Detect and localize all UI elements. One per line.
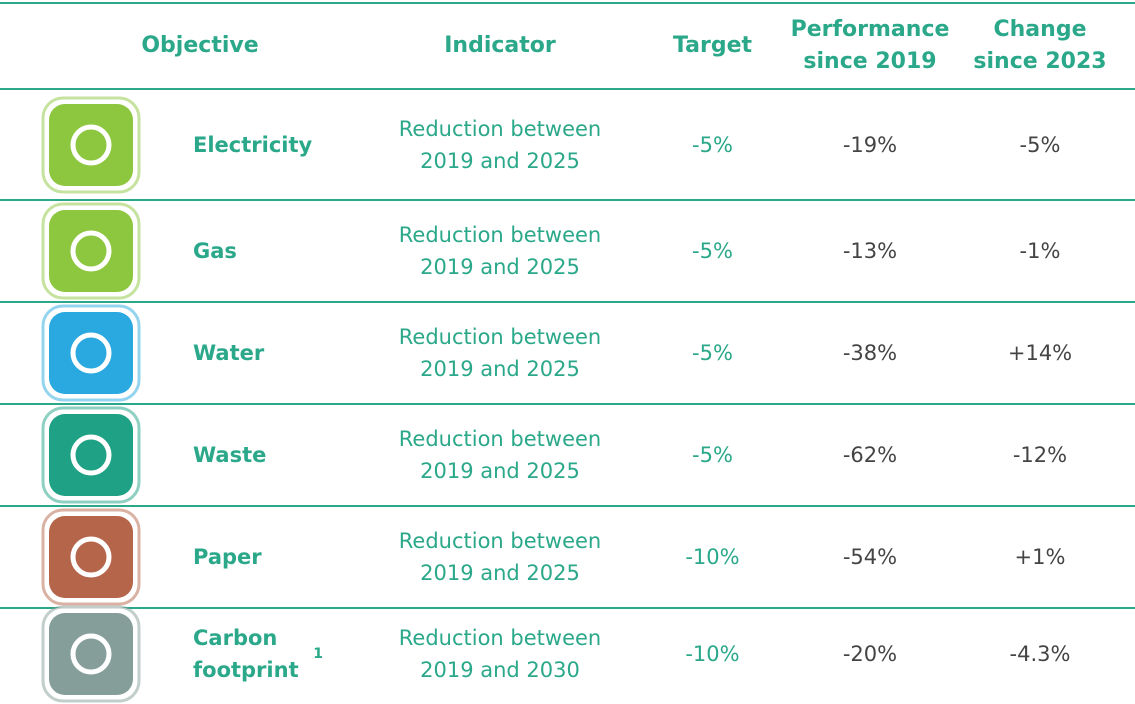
change: +14% (1007, 341, 1073, 365)
objective: Electricity (193, 90, 323, 200)
indicator: Reduction between 2019 and 2030 (398, 625, 602, 682)
performance: -38% (842, 341, 898, 365)
change: -12% (1012, 443, 1068, 467)
objective-text: Water (193, 341, 265, 365)
performance: -62% (842, 443, 898, 467)
icon (41, 605, 141, 702)
performance: -13% (842, 239, 898, 263)
row-rule (0, 403, 1135, 405)
indicator: Reduction between 2019 and 2025 (398, 427, 602, 483)
header-cell: Performance since 2019 (790, 17, 950, 74)
objective: Waste (193, 404, 323, 506)
change: -5% (1019, 133, 1061, 157)
objective-text: Waste (193, 443, 267, 467)
row-rule (0, 199, 1135, 201)
header-cell: Change since 2023 (973, 17, 1107, 74)
change: +1% (1014, 545, 1066, 569)
header-cell: Indicator (444, 33, 556, 58)
indicator: Reduction between 2019 and 2025 (398, 223, 602, 279)
row-rule (0, 301, 1135, 303)
change: -1% (1019, 239, 1061, 263)
objective-text: Paper (193, 545, 262, 569)
header-cell: Target (672, 33, 753, 58)
objective: Paper (193, 506, 323, 608)
row-rule (0, 505, 1135, 507)
target: -5% (692, 443, 733, 467)
change: -4.3% (1009, 641, 1071, 666)
performance: -19% (842, 133, 898, 157)
objective: Water (193, 302, 323, 404)
icon (41, 96, 141, 194)
target: -5% (692, 341, 733, 365)
icon (41, 508, 141, 606)
target: -5% (692, 133, 733, 157)
icon (41, 202, 141, 300)
target: -5% (692, 239, 733, 263)
header-cell: Objective (141, 33, 259, 58)
performance: -20% (842, 641, 898, 666)
indicator: Reduction between 2019 and 2025 (398, 529, 602, 585)
target: -10% (685, 545, 740, 569)
row-rule (0, 607, 1135, 609)
top-rule (0, 2, 1135, 4)
header-rule (0, 88, 1135, 90)
objective: Carbon footprint 1 (193, 608, 323, 699)
objective-text: Electricity (193, 133, 313, 157)
icon (41, 406, 141, 504)
target: -10% (685, 641, 740, 666)
objective-text: Carbon footprint (193, 625, 299, 682)
indicator: Reduction between 2019 and 2025 (398, 117, 602, 173)
objective-text: Gas (193, 239, 237, 263)
performance: -54% (842, 545, 898, 569)
objective: Gas (193, 200, 323, 302)
icon (41, 304, 141, 402)
indicator: Reduction between 2019 and 2025 (398, 325, 602, 381)
